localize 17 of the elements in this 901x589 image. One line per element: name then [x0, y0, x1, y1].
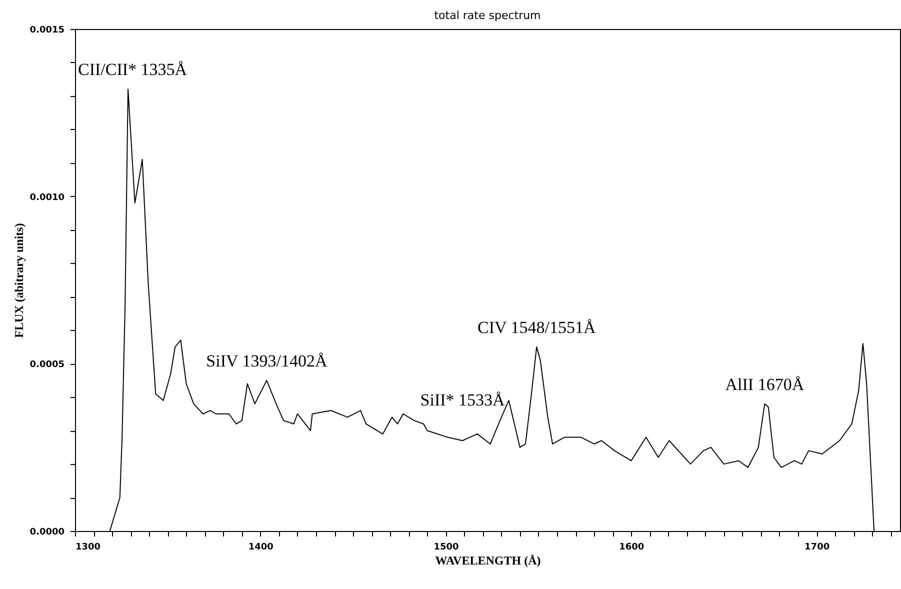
y-tick-label: 0.0000 — [30, 528, 64, 538]
y-tick-label: 0.0015 — [30, 26, 64, 36]
y-axis-title: FLUX (abitrary units) — [12, 223, 26, 338]
y-tick-label: 0.0005 — [30, 360, 64, 370]
x-axis-title: WAVELENGTH (Å) — [435, 554, 541, 568]
x-tick-label: 1300 — [76, 542, 101, 552]
y-tick-label: 0.0010 — [30, 192, 64, 203]
x-tick-label: 1400 — [248, 542, 274, 552]
annotation: SiII* 1533Å — [420, 390, 506, 410]
x-tick-label: 1500 — [434, 542, 459, 552]
annotation: CII/CII* 1335Å — [78, 60, 188, 80]
x-tick-label: 1700 — [804, 542, 830, 552]
annotation: AlII 1670Å — [725, 374, 805, 394]
annotation: SiIV 1393/1402Å — [206, 351, 328, 370]
annotation: CIV 1548/1551Å — [478, 318, 596, 337]
x-tick-label: 1600 — [619, 542, 644, 552]
chart-title: total rate spectrum — [434, 9, 541, 22]
